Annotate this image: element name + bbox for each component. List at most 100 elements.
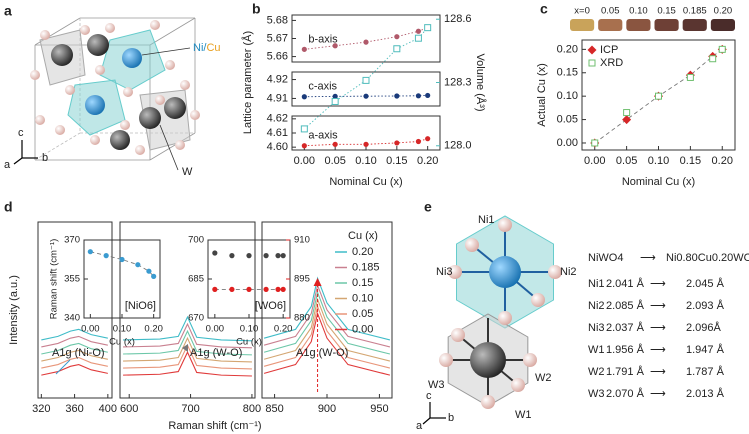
atom — [470, 342, 506, 378]
atom-label: / — [203, 42, 207, 54]
atom — [511, 378, 525, 392]
atom-label: Ni3 — [436, 266, 453, 278]
axis-label: b — [42, 152, 48, 164]
legend-label: 0.05 — [352, 308, 373, 320]
atom — [439, 353, 453, 367]
series-line — [123, 350, 252, 377]
y-tick-label: 0.15 — [557, 67, 578, 79]
atom — [164, 97, 186, 119]
atom — [123, 87, 133, 97]
y2-tick-label: 895 — [294, 274, 310, 285]
atom — [448, 265, 462, 279]
table-cell: Ni3 — [588, 322, 605, 334]
series-line — [41, 349, 108, 362]
x-tick-label: 0.20 — [712, 155, 733, 167]
marker — [362, 76, 370, 84]
marker — [301, 94, 307, 100]
axis-label: c — [426, 390, 432, 402]
x-axis-label: Raman shift (cm⁻¹) — [168, 420, 261, 432]
bond — [13, 157, 23, 165]
marker — [332, 141, 338, 147]
atom-label: Ni2 — [560, 266, 577, 278]
table-cell: W2 — [588, 366, 605, 378]
marker — [424, 24, 432, 32]
y2-axis-label: Volume (Å³) — [474, 53, 487, 111]
atom — [523, 353, 537, 367]
series-line — [41, 363, 108, 376]
marker — [135, 262, 141, 268]
table-header: NiWO4 — [588, 252, 623, 264]
marker — [87, 249, 93, 255]
y-tick-label: 5.66 — [267, 50, 288, 62]
plot-frame — [291, 71, 441, 107]
atom — [120, 120, 130, 130]
atom — [190, 110, 200, 120]
series-line — [41, 342, 108, 355]
atom — [30, 70, 40, 80]
marker — [363, 93, 369, 99]
x-tick-label: 0.05 — [324, 155, 345, 167]
x-tick-label: 400 — [99, 403, 117, 415]
marker — [275, 286, 281, 292]
table-cell: 2.085 Å — [606, 299, 645, 312]
axis-label: b — [448, 412, 454, 424]
x-tick-label: 700 — [181, 403, 199, 415]
y-tick-label: 4.92 — [267, 73, 288, 85]
panel-label: b — [252, 1, 261, 17]
arrow-head — [313, 278, 322, 286]
y-tick-label: 355 — [64, 274, 80, 285]
series-label: b-axis — [308, 33, 338, 45]
y2-tick-label: 128.3 — [444, 76, 472, 88]
y-tick-label: 340 — [64, 313, 80, 324]
y-tick-label: 4.91 — [267, 92, 288, 104]
y-axis-label: Lattice parameter (Å) — [241, 31, 254, 134]
legend-marker — [588, 59, 596, 67]
marker — [332, 93, 338, 99]
marker — [151, 273, 157, 279]
arrow — [55, 359, 71, 375]
table-cell: 1.956 Å — [606, 343, 645, 356]
legend-marker — [587, 45, 597, 55]
table-arrow: ⟶ — [650, 322, 666, 334]
series-line — [304, 27, 428, 50]
legend-title: Cu (x) — [348, 230, 378, 242]
marker — [718, 45, 726, 53]
y-tick-label: 370 — [64, 235, 80, 246]
marker — [229, 253, 235, 259]
atom-label: Cu — [206, 42, 220, 54]
marker — [425, 136, 431, 142]
legend-label: 0.185 — [352, 261, 380, 273]
y-tick-label: 0.00 — [557, 137, 578, 149]
atom-label: W3 — [428, 379, 445, 391]
sample-swatch — [570, 19, 595, 31]
table-header: Ni0.80Cu0.20WO4 — [666, 252, 749, 264]
atom-label: W2 — [535, 372, 552, 384]
sample-label: 0.05 — [601, 6, 620, 17]
legend-label: 0.10 — [352, 292, 373, 304]
series-line — [90, 251, 154, 277]
sample-label: 0.10 — [629, 6, 648, 17]
y-tick-label: 5.67 — [267, 32, 288, 44]
atom — [548, 265, 562, 279]
marker — [363, 39, 369, 45]
bond — [34, 132, 81, 161]
table-cell: Ni1 — [588, 278, 605, 290]
table-arrow: ⟶ — [650, 278, 666, 290]
x-tick-label: 0.00 — [81, 324, 100, 335]
atom — [40, 30, 50, 40]
y-tick-label: 670 — [188, 313, 204, 324]
x-tick-label: 0.00 — [206, 324, 225, 335]
y2-tick-label: 910 — [294, 235, 310, 246]
atom — [65, 85, 75, 95]
y-tick-label: 4.62 — [267, 113, 288, 125]
series-label: a-axis — [308, 130, 338, 142]
sample-label: x=0 — [574, 6, 590, 17]
atom — [175, 140, 185, 150]
x-tick-label: 0.10 — [113, 324, 132, 335]
marker — [246, 253, 252, 259]
atom-label: Ni — [193, 42, 203, 54]
x-tick-label: 0.15 — [680, 155, 701, 167]
x-tick-label: 0.10 — [648, 155, 669, 167]
atom — [481, 395, 495, 409]
series-line — [263, 290, 391, 355]
